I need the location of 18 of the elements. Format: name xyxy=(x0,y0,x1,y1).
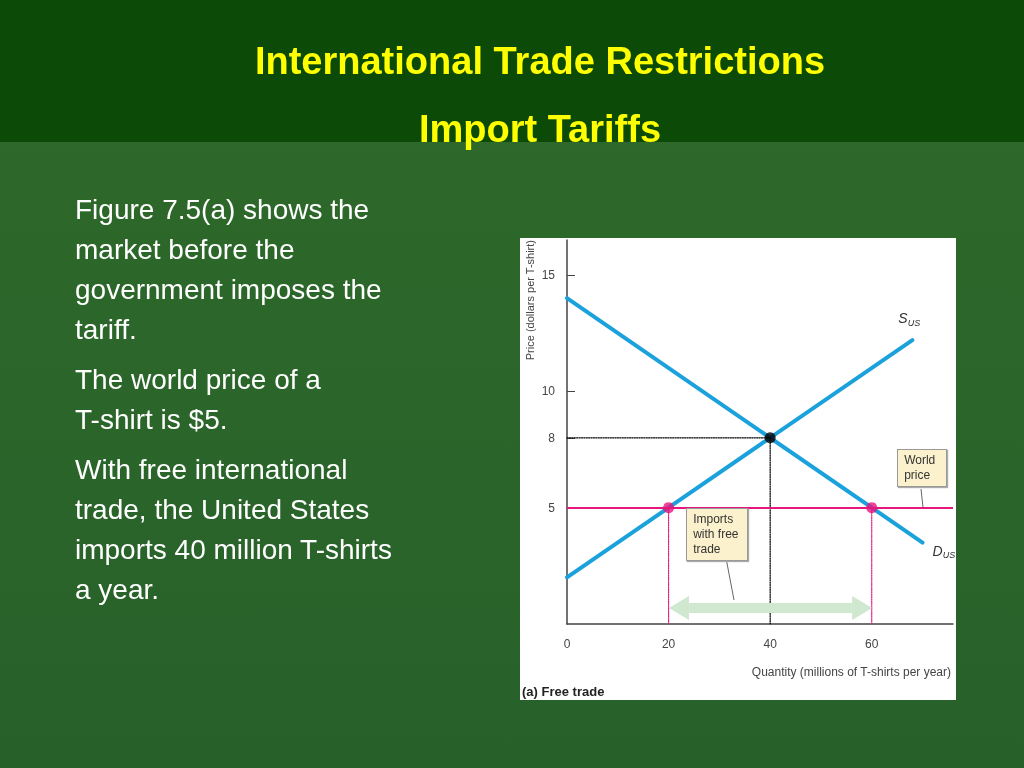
annotation: Imports with free trade xyxy=(686,508,749,561)
y-tick-label: 10 xyxy=(541,384,556,399)
x-tick-label: 40 xyxy=(763,637,778,651)
text: The world price of a T-shirt is $5. xyxy=(75,363,322,437)
x-tick-label: 60 xyxy=(865,637,879,651)
text: With free international trade, the United States imports 40 million T-shirts a year. xyxy=(75,453,393,607)
y-tick-label: 8 xyxy=(548,430,556,445)
chart-title: International Trade Restrictions xyxy=(253,40,827,83)
y-axis-title: Price (dollars per T-shirt) xyxy=(523,240,536,361)
caption: Figure 7.5(a) shows the market before the government imposes the tariff. xyxy=(75,193,383,347)
text: (a) Free trade xyxy=(522,684,605,699)
x-axis-title: Quantity (millions of T-shirts per year) xyxy=(751,665,951,679)
x-tick-label: 20 xyxy=(661,637,676,651)
y-tick-label: 15 xyxy=(541,267,556,282)
x-tick-label: 0 xyxy=(563,637,571,651)
ref-line-label: World price xyxy=(897,449,948,488)
y-tick-label: 5 xyxy=(548,500,556,515)
chart-subtitle: Import Tariffs xyxy=(417,108,663,151)
